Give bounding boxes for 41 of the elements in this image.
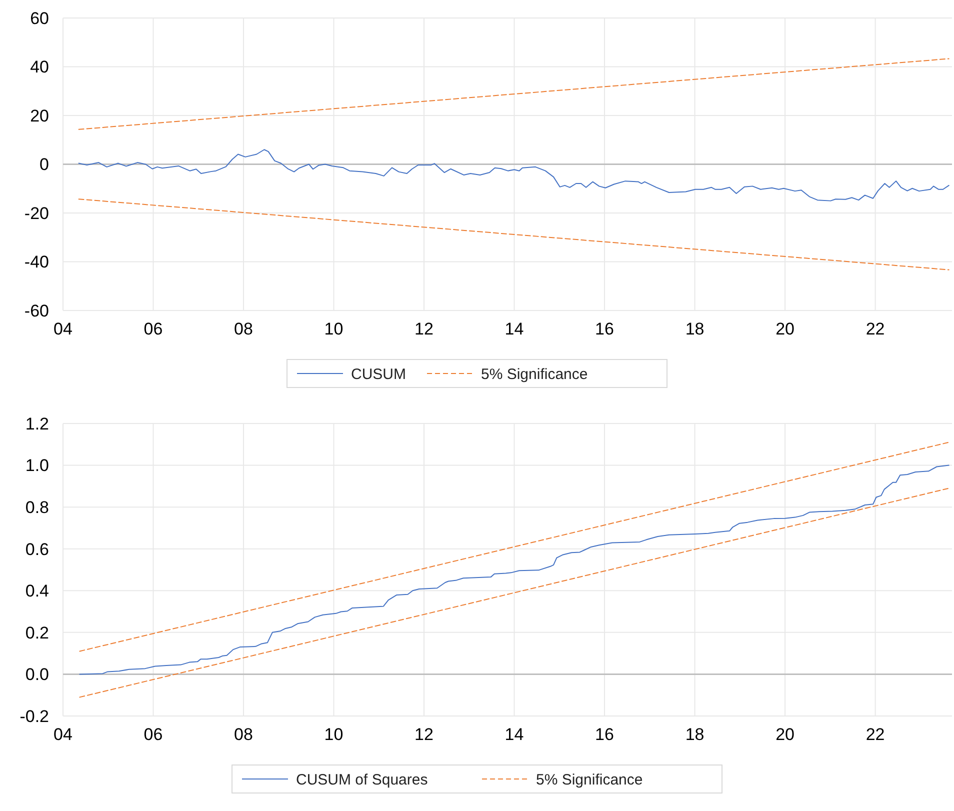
x-tick-label: 20 bbox=[776, 320, 794, 338]
x-tick-label: 16 bbox=[595, 320, 614, 338]
legend-label: CUSUM bbox=[351, 366, 406, 383]
y-tick-label: 0.4 bbox=[25, 582, 49, 601]
x-tick-label: 18 bbox=[685, 725, 704, 744]
x-tick-label: 12 bbox=[414, 725, 434, 744]
x-tick-label: 06 bbox=[144, 320, 163, 338]
y-tick-label: -40 bbox=[24, 252, 49, 272]
y-tick-label: 20 bbox=[30, 106, 49, 126]
legend-label: CUSUM of Squares bbox=[296, 771, 428, 788]
line-series bbox=[78, 149, 950, 202]
y-tick-label: 0.6 bbox=[25, 540, 49, 559]
x-tick-label: 14 bbox=[504, 725, 524, 744]
y-tick-label: 0.2 bbox=[25, 623, 49, 642]
x-tick-label: 18 bbox=[685, 320, 704, 338]
x-tick-label: 20 bbox=[776, 725, 794, 744]
x-tick-label: 14 bbox=[504, 320, 524, 338]
y-tick-label: -60 bbox=[24, 301, 49, 320]
y-tick-label: 40 bbox=[30, 58, 49, 77]
y-tick-label: 0.0 bbox=[25, 665, 49, 684]
x-tick-label: 04 bbox=[54, 725, 72, 744]
x-tick-label: 22 bbox=[866, 320, 885, 338]
legend-label: 5% Significance bbox=[481, 366, 588, 383]
y-tick-label: 0 bbox=[40, 155, 49, 174]
y-tick-label: 0.8 bbox=[25, 498, 49, 518]
x-tick-label: 04 bbox=[54, 320, 72, 338]
x-tick-label: 22 bbox=[866, 725, 885, 744]
y-tick-label: 60 bbox=[30, 8, 49, 28]
line-series bbox=[79, 464, 950, 675]
x-tick-label: 06 bbox=[144, 725, 163, 744]
x-tick-label: 16 bbox=[595, 725, 614, 744]
x-tick-label: 08 bbox=[234, 320, 253, 338]
y-tick-label: 1.2 bbox=[25, 414, 49, 434]
x-tick-label: 10 bbox=[324, 320, 344, 338]
y-tick-label: -20 bbox=[24, 204, 49, 223]
x-tick-label: 12 bbox=[414, 320, 434, 338]
x-tick-label: 10 bbox=[324, 725, 344, 744]
x-tick-label: 08 bbox=[234, 725, 253, 744]
y-tick-label: 1.0 bbox=[25, 456, 49, 476]
legend-label: 5% Significance bbox=[536, 771, 643, 788]
y-tick-label: -0.2 bbox=[20, 706, 49, 726]
